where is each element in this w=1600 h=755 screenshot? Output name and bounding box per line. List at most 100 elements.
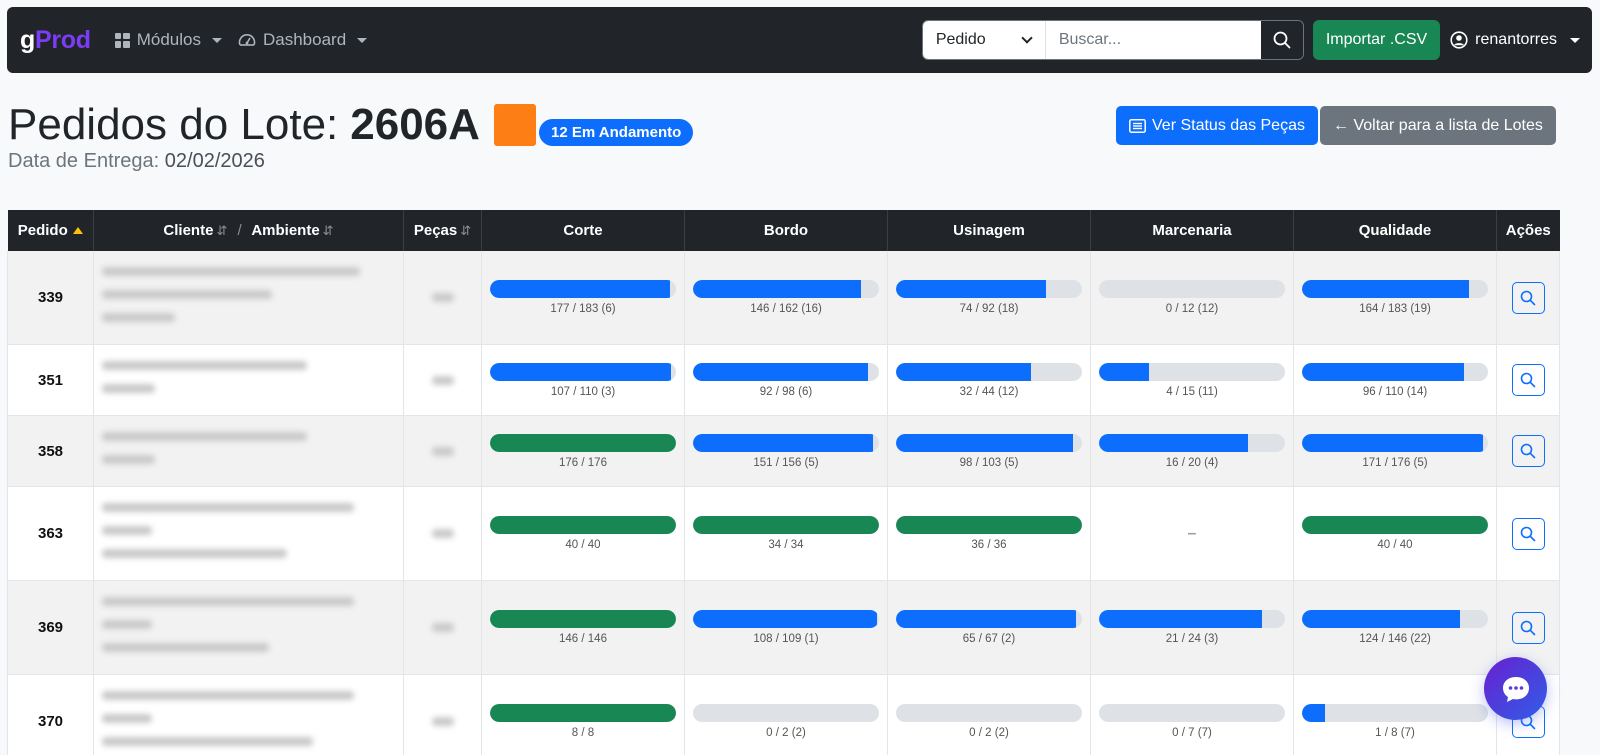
progress-bar	[896, 610, 1082, 628]
search-type-value: Pedido	[935, 31, 986, 48]
progress-bar	[1302, 433, 1488, 452]
redacted-text	[102, 384, 155, 393]
redacted-text	[102, 549, 287, 558]
redacted-text	[102, 361, 308, 370]
progress-label: 40 / 40	[565, 539, 601, 551]
cell-pedido: 369	[7, 580, 94, 675]
table-row[interactable]: 351 107 / 110 (3) 92 / 98 (6) 32 / 44 (12) 4…	[7, 344, 1560, 416]
chat-button[interactable]	[1484, 657, 1547, 720]
cell-pecas-redacted	[403, 580, 482, 675]
nav-modules-dropdown[interactable]: Módulos	[114, 30, 222, 50]
progress-bar	[1099, 362, 1285, 381]
cell-corte: 40 / 40	[481, 486, 685, 581]
search-button[interactable]	[1260, 21, 1303, 59]
page-title: Pedidos do Lote: 2606A	[8, 100, 536, 150]
redacted-text	[102, 691, 354, 700]
table-row[interactable]: 363 40 / 40 34 / 34 36 / 36 – 40 / 40	[7, 486, 1560, 581]
progress-fill	[490, 516, 676, 534]
progress-fill	[490, 433, 676, 452]
sort-ambiente[interactable]: Ambiente ⇵	[251, 222, 333, 239]
progress-label: 0 / 2 (2)	[969, 727, 1009, 739]
view-order-button[interactable]	[1511, 281, 1545, 314]
view-parts-status-button[interactable]: Ver Status das Peças	[1116, 106, 1318, 145]
progress-label: 8 / 8	[571, 727, 595, 739]
cell-pedido: 339	[7, 251, 94, 345]
cell-pedido: 351	[7, 344, 94, 416]
progress-bar	[490, 704, 676, 722]
col-pecas-label: Peças	[413, 222, 458, 239]
table-row[interactable]: 369 146 / 146 108 / 109 (1) 65 / 67 (2) 21 /…	[7, 580, 1560, 675]
progress-bar	[490, 433, 676, 452]
page-title-prefix: Pedidos do Lote:	[8, 100, 339, 149]
col-pedido[interactable]: Pedido	[7, 210, 94, 251]
progress-bar	[693, 280, 879, 298]
import-csv-label: Importar .CSV	[1325, 31, 1428, 48]
cell-acoes	[1496, 415, 1560, 487]
redacted-text	[102, 313, 176, 322]
sort-cliente[interactable]: Cliente ⇵	[163, 222, 227, 239]
table-row[interactable]: 339 177 / 183 (6) 146 / 162 (16) 74 / 92 (1…	[7, 251, 1560, 345]
search-icon	[1520, 620, 1536, 635]
redacted-number	[431, 446, 454, 456]
chevron-down-icon	[1021, 32, 1033, 44]
cell-bordo: 34 / 34	[684, 486, 888, 581]
search-icon	[1520, 372, 1536, 388]
progress-bar	[896, 704, 1082, 722]
nav-dashboard-dropdown[interactable]: Dashboard	[238, 30, 368, 50]
redacted-text	[102, 597, 354, 606]
view-order-button[interactable]	[1511, 364, 1545, 396]
progress-bar	[490, 516, 676, 534]
cell-pecas-redacted	[403, 415, 482, 487]
view-order-button[interactable]	[1511, 435, 1545, 467]
cell-usinagem: 74 / 92 (18)	[887, 251, 1091, 345]
cell-usinagem: 32 / 44 (12)	[887, 344, 1091, 416]
col-ambiente-label: Ambiente	[251, 222, 320, 239]
view-order-button[interactable]	[1511, 517, 1545, 550]
progress-label: 0 / 7 (7)	[1172, 727, 1212, 739]
progress-bar	[1302, 280, 1488, 298]
table-row[interactable]: 358 176 / 176 151 / 156 (5) 98 / 103 (5) 16 …	[7, 415, 1560, 487]
col-corte: Corte	[481, 210, 685, 251]
progress-fill	[693, 362, 868, 381]
redacted-text	[102, 432, 308, 441]
progress-label: 164 / 183 (19)	[1359, 303, 1431, 315]
progress-fill	[1099, 433, 1248, 452]
chat-bubble-icon	[1502, 676, 1529, 702]
orders-table-wrapper: Pedido Cliente ⇵ / Ambiente ⇵ Peças ⇵ Corte…	[7, 210, 1560, 755]
back-to-lots-button[interactable]: ← Voltar para a lista de Lotes	[1320, 106, 1556, 145]
progress-bar	[1099, 280, 1285, 298]
col-pecas[interactable]: Peças ⇵	[403, 210, 482, 251]
redacted-text	[102, 503, 354, 512]
lot-color-swatch	[493, 104, 536, 146]
orders-table-body: 339 177 / 183 (6) 146 / 162 (16) 74 / 92 (1…	[7, 251, 1560, 755]
redacted-text	[102, 620, 152, 629]
progress-fill	[1302, 362, 1465, 381]
view-order-button[interactable]	[1511, 611, 1545, 644]
progress-bar	[896, 280, 1082, 298]
cell-qualidade: 124 / 146 (22)	[1293, 580, 1497, 675]
table-row[interactable]: 370 8 / 8 0 / 2 (2) 0 / 2 (2) 0 / 7 (7) 1 / 8…	[7, 674, 1560, 755]
progress-fill	[896, 433, 1073, 452]
progress-bar	[1302, 610, 1488, 628]
brand-logo[interactable]: gProd	[20, 26, 91, 55]
search-type-select[interactable]: Pedido	[922, 21, 1046, 59]
progress-fill	[1302, 704, 1326, 722]
delivery-label: Data de Entrega:	[8, 150, 160, 172]
redacted-text	[102, 643, 269, 652]
cell-bordo: 146 / 162 (16)	[684, 251, 888, 345]
col-usinagem: Usinagem	[887, 210, 1091, 251]
progress-fill	[693, 516, 879, 534]
delivery-date: Data de Entrega: 02/02/2026	[8, 150, 265, 173]
progress-label: 107 / 110 (3)	[550, 385, 616, 398]
cell-pecas-redacted	[403, 674, 482, 755]
progress-label: 36 / 36	[971, 539, 1007, 551]
progress-label: 4 / 15 (11)	[1166, 385, 1218, 398]
progress-label: 0 / 2 (2)	[766, 727, 806, 739]
user-menu-dropdown[interactable]: renantorres	[1450, 31, 1580, 49]
search-input[interactable]	[1045, 21, 1261, 59]
cell-cliente-ambiente-redacted	[93, 486, 404, 581]
progress-bar	[693, 516, 879, 534]
import-csv-button[interactable]: Importar .CSV	[1312, 20, 1441, 60]
progress-fill	[1099, 362, 1149, 381]
view-parts-status-label: Ver Status das Peças	[1152, 116, 1305, 134]
